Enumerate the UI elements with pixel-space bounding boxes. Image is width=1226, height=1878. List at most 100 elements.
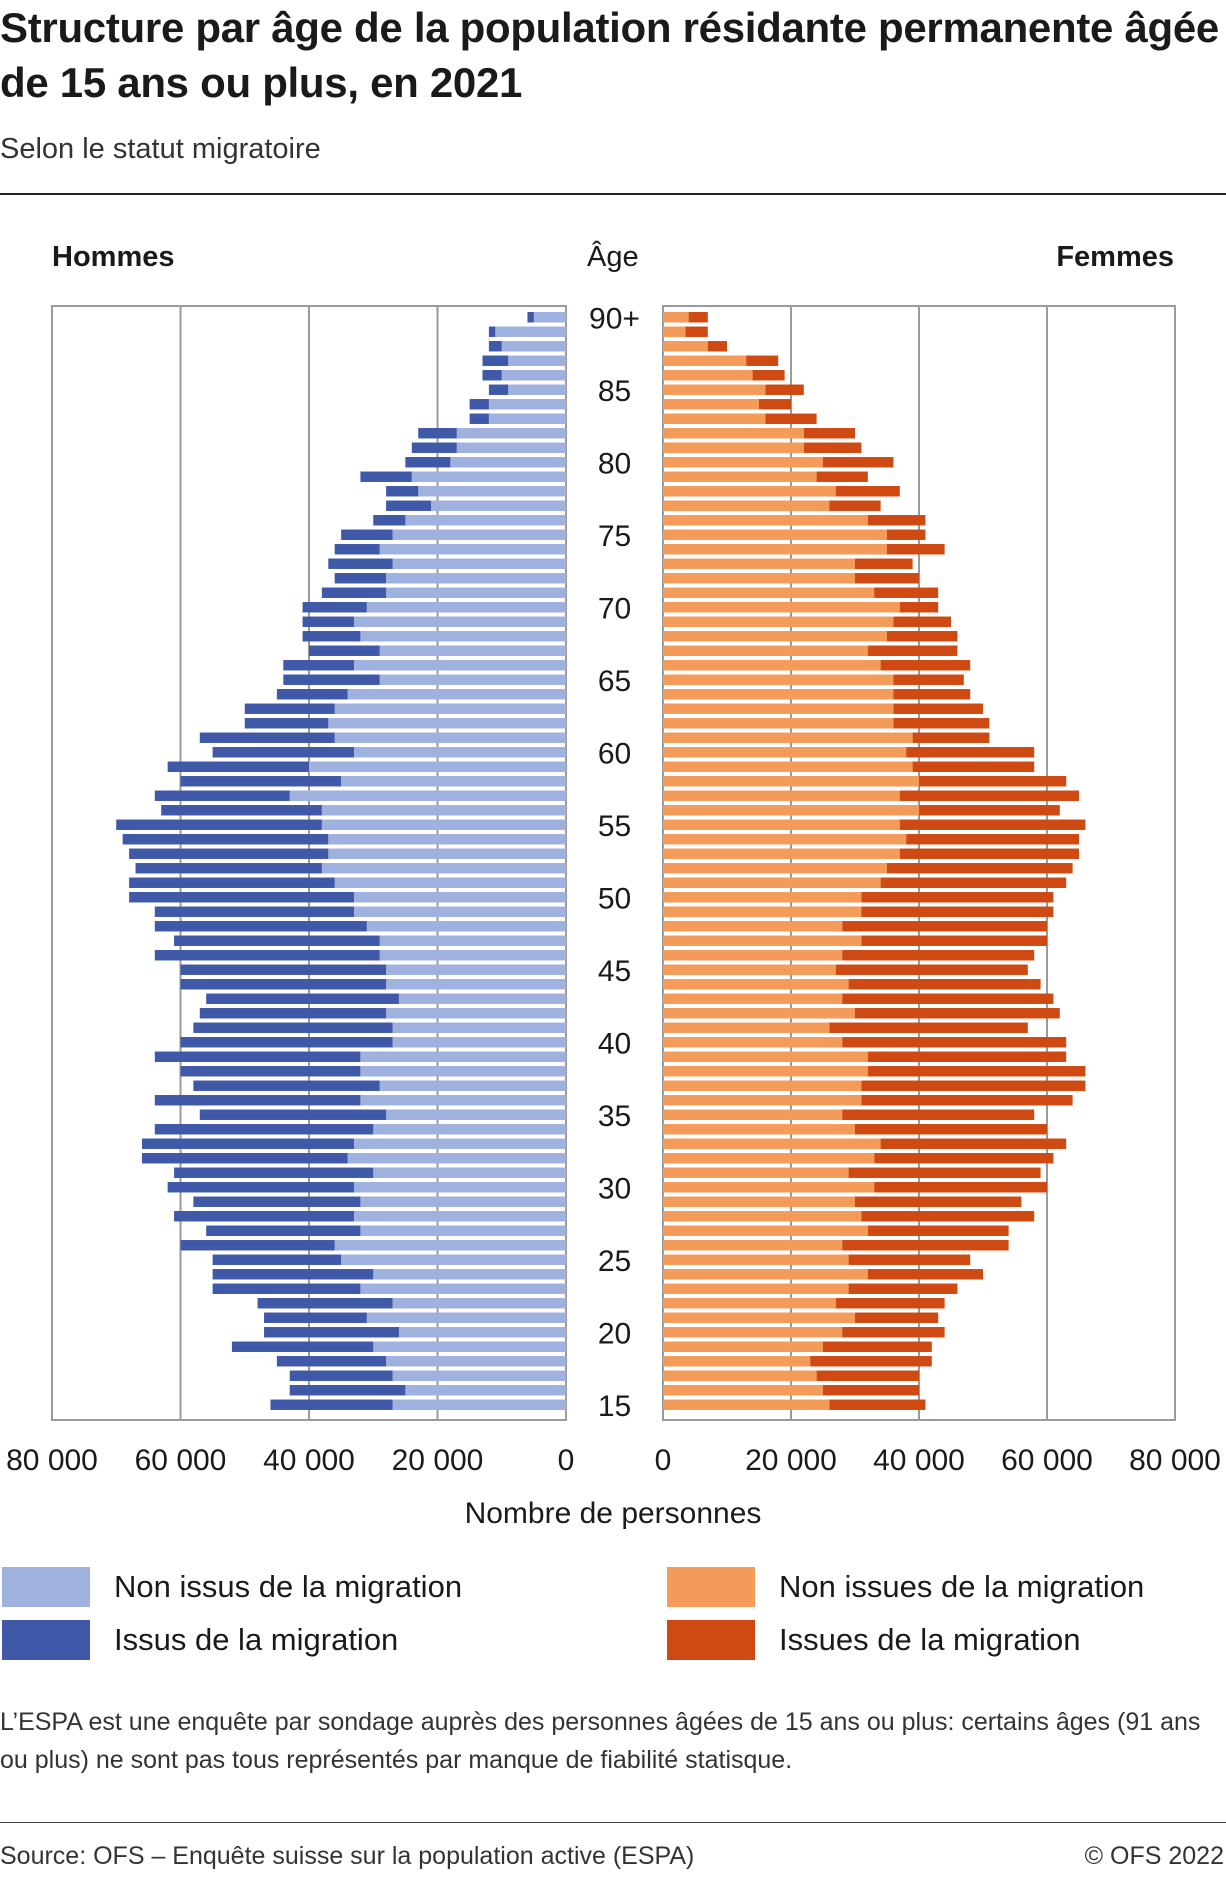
bar-men-non-migration <box>386 573 566 584</box>
bar-women-migration <box>848 979 1041 990</box>
bar-men-migration <box>199 732 335 743</box>
bar-women-migration <box>880 877 1067 888</box>
bar-women-non-migration <box>663 892 862 903</box>
bar-women-migration <box>887 863 1073 874</box>
bar-men-migration <box>129 892 354 903</box>
bar-women-migration <box>829 1022 1028 1033</box>
bar-men-migration <box>405 457 451 468</box>
bar-women-migration <box>688 312 708 323</box>
bar-men-non-migration <box>353 1138 566 1149</box>
bar-men-non-migration <box>289 790 566 801</box>
bar-women-migration <box>848 1283 958 1294</box>
age-tick-label: 35 <box>598 1100 631 1133</box>
bar-women-non-migration <box>663 1283 849 1294</box>
bar-men-non-migration <box>488 399 566 410</box>
bar-women-non-migration <box>663 370 753 381</box>
x-tick-label-women: 40 000 <box>873 1444 965 1477</box>
bar-men-migration <box>167 1182 354 1193</box>
bar-men-migration <box>321 587 387 598</box>
bar-men-migration <box>276 1356 387 1367</box>
bar-women-non-migration <box>663 616 894 627</box>
bar-men-migration <box>289 1385 406 1396</box>
bar-women-non-migration <box>663 1399 830 1410</box>
bar-women-non-migration <box>663 906 862 917</box>
bar-women-non-migration <box>663 515 868 526</box>
bar-women-non-migration <box>663 1022 830 1033</box>
bar-women-non-migration <box>663 674 894 685</box>
bar-women-migration <box>887 631 958 642</box>
bar-men-migration <box>289 1370 393 1381</box>
plot-frame-men <box>51 305 567 1421</box>
bar-women-migration <box>765 413 817 424</box>
bar-women-non-migration <box>663 341 708 352</box>
bar-men-migration <box>283 674 380 685</box>
age-tick-label: 45 <box>598 955 631 988</box>
age-tick-label: 55 <box>598 810 631 843</box>
bar-men-migration <box>199 1109 387 1120</box>
bar-men-migration <box>174 1167 374 1178</box>
x-tick-label-women: 60 000 <box>1001 1444 1093 1477</box>
bar-men-non-migration <box>431 500 566 511</box>
bar-women-migration <box>880 660 971 671</box>
bar-men-non-migration <box>392 1022 566 1033</box>
bar-men-non-migration <box>360 1066 566 1077</box>
bar-women-non-migration <box>663 1124 855 1135</box>
chart-title: Structure par âge de la population résid… <box>0 4 1219 106</box>
bar-women-migration <box>874 1182 1047 1193</box>
population-pyramid-chart: 90+ 85 80 75 70 65 60 55 50 45 40 35 30 25 20 15 80 000 6… <box>6 302 1221 1477</box>
bar-women-migration <box>899 602 939 613</box>
legend-item-women-migration: Issues de la migration <box>667 1620 1081 1660</box>
bar-men-migration <box>488 326 496 337</box>
bar-women-non-migration <box>663 790 900 801</box>
age-tick-label: 30 <box>598 1172 631 1205</box>
bar-men-migration <box>488 384 509 395</box>
bar-men-migration <box>386 486 419 497</box>
bar-women-non-migration <box>663 645 868 656</box>
bar-men-non-migration <box>341 1254 566 1265</box>
footnote: L’ESPA est une enquête par sondage auprè… <box>0 1708 1201 1774</box>
bar-women-migration <box>899 848 1079 859</box>
bar-men-non-migration <box>373 1124 566 1135</box>
bar-men-migration <box>244 703 335 714</box>
bar-women-migration <box>855 1196 1022 1207</box>
bar-women-migration <box>912 761 1035 772</box>
bar-women-non-migration <box>663 1356 811 1367</box>
bar-men-migration <box>193 1080 380 1091</box>
bar-men-non-migration <box>353 892 566 903</box>
bar-women-migration <box>829 1399 926 1410</box>
bar-men-migration <box>199 1008 387 1019</box>
legend-label-women-migration: Issues de la migration <box>779 1622 1081 1657</box>
bar-women-non-migration <box>663 1138 881 1149</box>
bar-men-migration <box>231 1341 374 1352</box>
bar-men-non-migration <box>373 1167 566 1178</box>
bar-women-migration <box>861 1095 1073 1106</box>
bar-women-migration <box>823 1341 932 1352</box>
legend-item-women-non-migration: Non issues de la migration <box>667 1567 1144 1607</box>
x-tick-label-women: 0 <box>655 1444 672 1477</box>
bar-women-migration <box>803 428 855 439</box>
bar-women-non-migration <box>663 457 823 468</box>
bar-women-migration <box>867 1066 1086 1077</box>
bar-women-non-migration <box>663 1240 843 1251</box>
bar-men-migration <box>174 935 380 946</box>
bar-men-non-migration <box>347 689 566 700</box>
bar-women-non-migration <box>663 660 881 671</box>
bar-women-non-migration <box>663 1298 836 1309</box>
legend-label-men-non-migration: Non issus de la migration <box>114 1569 463 1604</box>
bar-women-migration <box>861 935 1047 946</box>
bar-women-migration <box>855 1008 1060 1019</box>
x-tick-label-men: 20 000 <box>392 1444 484 1477</box>
bar-men-non-migration <box>488 413 566 424</box>
bar-women-migration <box>685 326 708 337</box>
plot-frame-women <box>662 305 1176 1421</box>
bar-women-migration <box>823 457 894 468</box>
bar-men-non-migration <box>334 703 566 714</box>
bar-women-non-migration <box>663 1312 855 1323</box>
age-tick-label: 20 <box>598 1317 631 1350</box>
bar-women-migration <box>912 732 990 743</box>
bar-women-non-migration <box>663 703 894 714</box>
bar-men-non-migration <box>398 1327 566 1338</box>
x-tick-label-women: 80 000 <box>1129 1444 1221 1477</box>
bar-women-migration <box>893 689 971 700</box>
bar-men-non-migration <box>386 1008 566 1019</box>
